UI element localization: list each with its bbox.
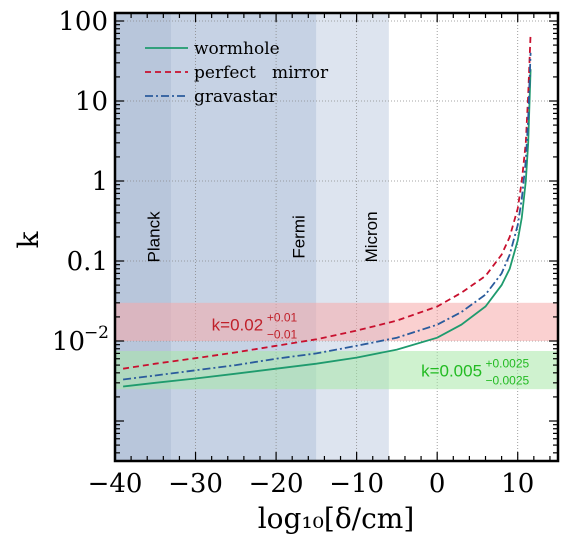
band-label-sup-0: +0.01 xyxy=(267,311,298,325)
series-layer xyxy=(122,33,532,388)
y-tick-label: 10 xyxy=(75,87,108,117)
band-0 xyxy=(115,302,558,341)
y-axis-title: k xyxy=(12,230,45,248)
y-tick-label: 100 xyxy=(58,7,108,37)
y-tick-label: 1 xyxy=(91,167,108,197)
band-label-1: k=0.005 xyxy=(421,361,482,380)
x-tick-label: −10 xyxy=(329,469,384,499)
x-tick-label: 10 xyxy=(501,469,534,499)
x-tick-label: −40 xyxy=(88,469,143,499)
band-label-sub-0: −0.01 xyxy=(267,328,298,342)
x-axis-title: log₁₀[δ/cm] xyxy=(258,502,415,535)
series-line-gravastar xyxy=(122,52,532,381)
bands-layer xyxy=(115,302,558,390)
y-tick-label-exponent: −2 xyxy=(84,323,109,343)
band-1 xyxy=(115,350,558,390)
x-tick-label: −20 xyxy=(249,469,304,499)
y-tick-label: 10 xyxy=(52,327,85,357)
legend-label-wormhole: wormhole xyxy=(194,39,280,59)
band-label-sup-1: +0.0025 xyxy=(485,356,529,370)
series-line-wormhole xyxy=(122,69,532,388)
labels-layer: Planck Fermi Micron k=0.02 +0.01 −0.01 k=0.005… xyxy=(144,211,529,387)
legend-label-gravastar: gravastar xyxy=(194,87,278,107)
series-line-perfect-mirror xyxy=(122,33,532,370)
band-label-sub-1: −0.0025 xyxy=(485,373,529,387)
y-tick-label: 0.1 xyxy=(67,247,108,277)
legend-label-perfect-mirror: perfect mirror xyxy=(194,63,329,83)
x-tick-label: −30 xyxy=(168,469,223,499)
x-tick-label: 0 xyxy=(429,469,446,499)
region-label-micron: Micron xyxy=(362,211,381,262)
band-label-0: k=0.02 xyxy=(212,316,264,335)
region-label-planck: Planck xyxy=(144,211,163,263)
legend: wormhole perfect mirror gravastar xyxy=(145,39,329,107)
region-label-fermi: Fermi xyxy=(289,215,308,258)
